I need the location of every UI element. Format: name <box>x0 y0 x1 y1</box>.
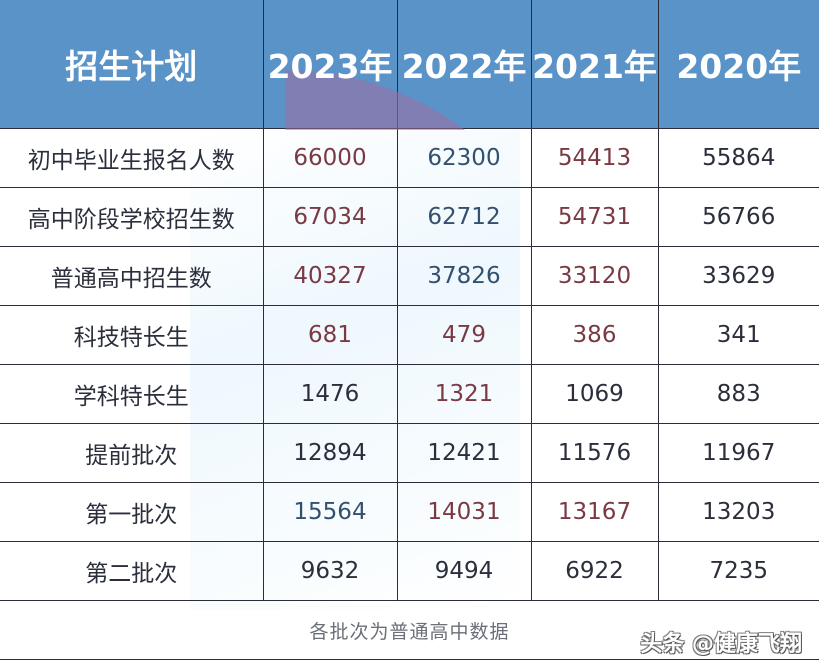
value-cell: 9494 <box>396 541 532 601</box>
value-cell: 883 <box>657 364 819 424</box>
value-cell: 12894 <box>262 423 398 483</box>
value-cell: 13167 <box>530 482 659 542</box>
row-label: 科技特长生 <box>0 305 264 365</box>
header-year-2021: 2021年 <box>530 0 659 129</box>
value-cell: 37826 <box>396 246 532 306</box>
table-row: 提前批次 12894 12421 11576 11967 <box>0 423 819 483</box>
source-watermark: 头条 @健康飞翔 <box>640 632 802 657</box>
value-cell: 7235 <box>657 541 819 601</box>
table-row: 初中毕业生报名人数 66000 62300 54413 55864 <box>0 128 819 188</box>
table-row: 学科特长生 1476 1321 1069 883 <box>0 364 819 424</box>
row-label: 第一批次 <box>0 482 264 542</box>
value-cell: 56766 <box>657 187 819 247</box>
value-cell: 1069 <box>530 364 659 424</box>
table-footnote-row: 各批次为普通高中数据 <box>0 600 819 660</box>
value-cell: 479 <box>396 305 532 365</box>
value-cell: 9632 <box>262 541 398 601</box>
value-cell: 40327 <box>262 246 398 306</box>
value-cell: 1321 <box>396 364 532 424</box>
value-cell: 11967 <box>657 423 819 483</box>
value-cell: 13203 <box>657 482 819 542</box>
value-cell: 54413 <box>530 128 659 188</box>
value-cell: 67034 <box>262 187 398 247</box>
table-row: 第二批次 9632 9494 6922 7235 <box>0 541 819 601</box>
header-year-2020: 2020年 <box>657 0 819 129</box>
value-cell: 341 <box>657 305 819 365</box>
value-cell: 12421 <box>396 423 532 483</box>
row-label: 学科特长生 <box>0 364 264 424</box>
table-row: 第一批次 15564 14031 13167 13203 <box>0 482 819 542</box>
value-cell: 33629 <box>657 246 819 306</box>
value-cell: 14031 <box>396 482 532 542</box>
value-cell: 6922 <box>530 541 659 601</box>
value-cell: 66000 <box>262 128 398 188</box>
table-row: 科技特长生 681 479 386 341 <box>0 305 819 365</box>
value-cell: 681 <box>262 305 398 365</box>
table-row: 高中阶段学校招生数 67034 62712 54731 56766 <box>0 187 819 247</box>
value-cell: 386 <box>530 305 659 365</box>
table-header-row: 招生计划 2023年 2022年 2021年 2020年 <box>0 0 819 129</box>
header-label-cell: 招生计划 <box>0 0 264 129</box>
value-cell: 62300 <box>396 128 532 188</box>
table-row: 普通高中招生数 40327 37826 33120 33629 <box>0 246 819 306</box>
value-cell: 62712 <box>396 187 532 247</box>
row-label: 第二批次 <box>0 541 264 601</box>
value-cell: 15564 <box>262 482 398 542</box>
row-label: 提前批次 <box>0 423 264 483</box>
value-cell: 54731 <box>530 187 659 247</box>
footnote: 各批次为普通高中数据 <box>0 600 819 660</box>
value-cell: 11576 <box>530 423 659 483</box>
header-year-2022: 2022年 <box>396 0 532 129</box>
row-label: 高中阶段学校招生数 <box>0 187 264 247</box>
row-label: 初中毕业生报名人数 <box>0 128 264 188</box>
value-cell: 1476 <box>262 364 398 424</box>
row-label: 普通高中招生数 <box>0 246 264 306</box>
value-cell: 33120 <box>530 246 659 306</box>
header-year-2023: 2023年 <box>262 0 398 129</box>
value-cell: 55864 <box>657 128 819 188</box>
